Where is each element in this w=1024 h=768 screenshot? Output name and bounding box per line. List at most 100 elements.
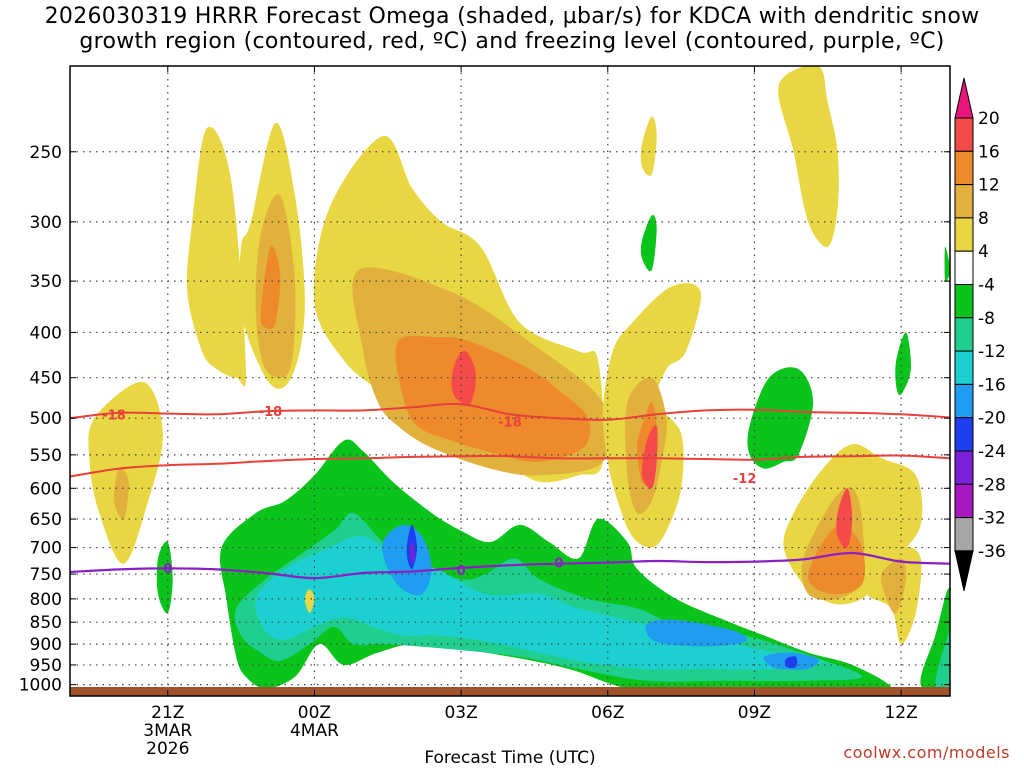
colorbar-swatch-8 (954, 383, 974, 419)
colorbar-label-10: -24 (978, 442, 1006, 462)
y-tick-label-1000: 1000 (19, 676, 62, 696)
colorbar-label-8: -16 (978, 375, 1006, 395)
colorbar-label-9: -20 (978, 409, 1006, 429)
omega-region-35 (409, 541, 415, 564)
isotherm-label-3: -12 (733, 472, 757, 487)
colorbar-label-5: -4 (978, 276, 995, 296)
omega-region-18 (808, 524, 866, 595)
colorbar-label-1: 16 (978, 142, 1000, 162)
pressure-axis: 2503003504004505005506006507007508008509… (19, 143, 950, 696)
x-tick-label-06Z: 06Z (591, 703, 624, 723)
colorbar-swatch-5 (954, 284, 974, 319)
colorbar-swatch-3 (954, 217, 974, 252)
y-tick-label-250: 250 (30, 143, 62, 163)
colorbar-label-7: -12 (978, 342, 1006, 362)
colorbar-label-12: -32 (978, 509, 1006, 529)
contour-lines: -18 -18 -18 -12 0 0 0 (70, 402, 950, 580)
y-tick-label-450: 450 (30, 369, 62, 389)
isotherm-minus12-line (70, 454, 950, 478)
source-credit: coolwx.com/models (843, 743, 1010, 762)
colorbar-label-13: -36 (978, 542, 1006, 562)
omega-region-5 (260, 245, 281, 330)
omega-region-30 (382, 524, 432, 596)
x-tick-label-21Z: 21Z (151, 703, 184, 723)
colorbar-label-3: 8 (978, 209, 989, 229)
freezing-label-0: 0 (163, 562, 172, 577)
x-tick-sublabel-21Z-0: 3MAR (143, 721, 192, 741)
omega-region-13 (641, 425, 658, 489)
colorbar-label-0: 20 (978, 109, 1000, 129)
y-tick-label-600: 600 (30, 479, 62, 499)
y-tick-label-800: 800 (30, 590, 62, 610)
omega-region-19 (836, 488, 853, 549)
x-tick-label-00Z: 00Z (298, 703, 331, 723)
x-tick-label-03Z: 03Z (444, 703, 477, 723)
x-tick-sublabel-21Z-1: 2026 (146, 739, 189, 759)
y-tick-label-300: 300 (30, 213, 62, 233)
isotherm-minus18-line (70, 402, 950, 421)
colorbar-label-4: 4 (978, 242, 989, 262)
colorbar-swatch-7 (954, 350, 974, 385)
chart-title: 2026030319 HRRR Forecast Omega (shaded, … (0, 4, 1024, 54)
colorbar-label-2: 12 (978, 176, 1000, 196)
colorbar-swatch-11 (954, 483, 974, 519)
colorbar-bottom-arrow (954, 550, 974, 592)
isotherm-label-0: -18 (102, 408, 126, 423)
omega-region-23 (640, 214, 657, 272)
colorbar-swatch-0 (954, 117, 974, 152)
omega-region-31 (645, 619, 747, 647)
freezing-level-line (70, 551, 950, 580)
isotherm-label-1: -18 (259, 405, 283, 420)
y-tick-label-350: 350 (30, 272, 62, 292)
omega-region-1 (113, 467, 129, 520)
plot-frame (69, 65, 951, 697)
colorbar-legend: 20 16 12 8 4 -4 -8 -12 -16 -20 -24 -28 -32 -36 (954, 77, 1006, 592)
omega-region-22 (156, 541, 173, 614)
colorbar-swatch-1 (954, 150, 974, 186)
omega-region-14 (640, 116, 657, 176)
grid-lines (70, 66, 950, 696)
y-tick-label-500: 500 (30, 409, 62, 429)
colorbar-swatch-2 (954, 184, 974, 219)
omega-region-26 (944, 246, 950, 283)
freezing-label-2: 0 (554, 557, 563, 572)
y-tick-label-750: 750 (30, 565, 62, 585)
colorbar-swatch-10 (954, 450, 974, 485)
omega-region-9 (451, 350, 476, 405)
colorbar-swatch-12 (954, 517, 974, 552)
omega-region-21 (880, 558, 907, 614)
y-tick-label-950: 950 (30, 656, 62, 676)
omega-region-38 (935, 632, 950, 693)
colorbar-swatch-4 (954, 250, 974, 285)
y-tick-label-550: 550 (30, 446, 62, 466)
chart-title-line-1: 2026030319 HRRR Forecast Omega (shaded, … (44, 4, 980, 29)
y-tick-label-700: 700 (30, 539, 62, 559)
y-tick-label-850: 850 (30, 613, 62, 633)
y-tick-label-900: 900 (30, 635, 62, 655)
freezing-label-1: 0 (457, 564, 466, 579)
terrain-strip (70, 687, 950, 696)
colorbar-top-arrow (954, 77, 974, 119)
omega-region-15 (778, 66, 839, 247)
x-axis-label: Forecast Time (UTC) (424, 748, 595, 768)
colorbar-label-11: -28 (978, 475, 1006, 495)
colorbar-swatch-6 (954, 317, 974, 352)
x-tick-label-12Z: 12Z (884, 703, 917, 723)
omega-region-2 (186, 126, 247, 387)
x-tick-label-09Z: 09Z (738, 703, 771, 723)
isotherm-label-2: -18 (498, 415, 522, 430)
colorbar-label-6: -8 (978, 309, 995, 329)
y-tick-label-400: 400 (30, 323, 62, 343)
chart-title-line-2: growth region (contoured, red, ºC) and f… (79, 29, 945, 54)
omega-region-36 (304, 589, 315, 613)
omega-region-25 (747, 367, 814, 469)
omega-region-8 (395, 335, 591, 462)
omega-region-34 (785, 656, 798, 669)
y-tick-label-650: 650 (30, 510, 62, 530)
omega-region-24 (895, 332, 912, 396)
colorbar-swatch-9 (954, 417, 974, 452)
x-tick-sublabel-00Z-0: 4MAR (290, 721, 339, 741)
omega-shading (88, 66, 950, 696)
